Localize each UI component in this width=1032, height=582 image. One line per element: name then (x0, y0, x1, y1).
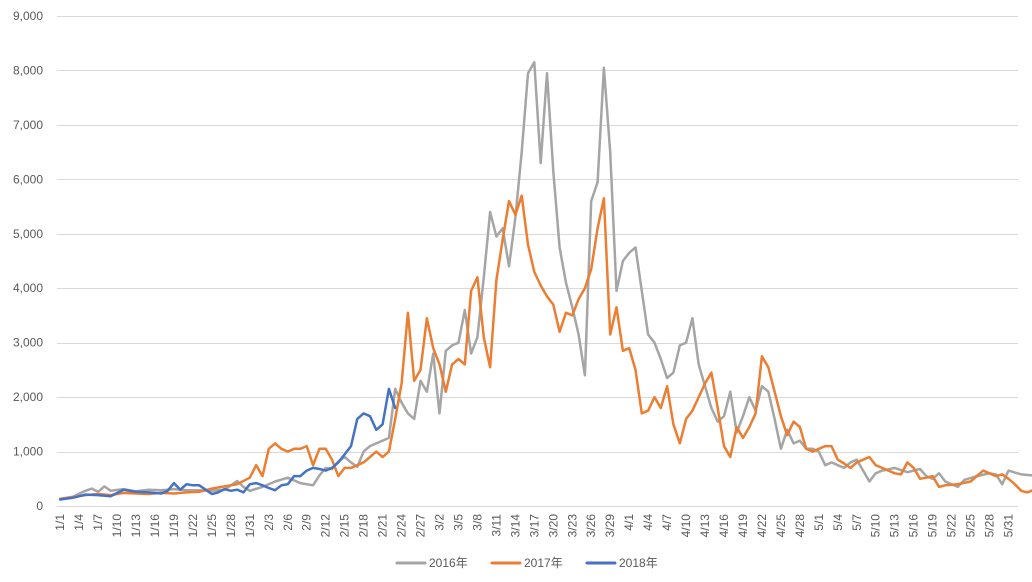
gridlines (57, 16, 1018, 453)
x-tick-label: 3/11 (489, 514, 503, 537)
x-tick-label: 1/7 (91, 514, 105, 531)
x-tick-label: 5/13 (888, 514, 902, 538)
x-tick-label: 3/2 (433, 514, 447, 531)
x-tick-label: 5/31 (1002, 514, 1016, 538)
x-tick-label: 4/4 (641, 514, 655, 531)
y-tick-label: 4,000 (13, 281, 43, 295)
x-tick-label: 2/21 (376, 514, 390, 538)
legend: 2016年 2017年 2018年 (395, 556, 658, 570)
x-tick-label: 2/15 (338, 514, 352, 538)
x-tick-label: 1/1 (53, 514, 67, 531)
series-lines (58, 61, 1032, 501)
x-tick-label: 1/13 (129, 514, 143, 538)
y-tick-label: 8,000 (13, 63, 43, 77)
y-axis-tick-labels: 0 1,000 2,000 3,000 4,000 5,000 6,000 7,000 8,00… (13, 9, 43, 513)
y-tick-label: 5,000 (13, 227, 43, 241)
x-tick-label: 1/25 (205, 514, 219, 538)
x-tick-label: 4/25 (774, 514, 788, 538)
x-tick-label: 3/5 (451, 514, 465, 531)
x-axis-tick-labels: 1/1 1/4 1/7 1/10 1/13 1/16 1/19 1/22 1/25 1/28 1/3… (53, 514, 1015, 538)
x-tick-label: 1/16 (148, 514, 162, 538)
x-tick-label: 4/10 (679, 514, 693, 538)
x-tick-label: 5/10 (869, 514, 883, 538)
x-tick-label: 3/20 (546, 514, 560, 538)
x-tick-label: 4/16 (717, 514, 731, 538)
x-tick-label: 2/12 (319, 514, 333, 538)
x-tick-label: 3/17 (527, 514, 541, 538)
y-tick-label: 0 (36, 499, 43, 513)
x-tick-label: 2/6 (281, 514, 295, 531)
x-tick-label: 2/24 (395, 514, 409, 538)
x-tick-label: 5/28 (983, 514, 997, 538)
y-tick-label: 1,000 (13, 445, 43, 459)
x-tick-label: 5/25 (964, 514, 978, 538)
x-tick-label: 4/22 (755, 514, 769, 538)
x-tick-label: 4/28 (793, 514, 807, 538)
y-tick-label: 3,000 (13, 336, 43, 350)
y-tick-label: 9,000 (13, 9, 43, 23)
x-tick-label: 3/26 (584, 514, 598, 538)
x-tick-label: 1/22 (186, 514, 200, 538)
x-tick-label: 1/31 (243, 514, 257, 538)
legend-entry: 2018年 (585, 556, 658, 570)
x-tick-label: 3/8 (470, 514, 484, 531)
x-tick-label: 1/28 (224, 514, 238, 538)
x-tick-label: 2/27 (414, 514, 428, 538)
x-tick-label: 3/23 (565, 514, 579, 538)
x-tick-label: 1/4 (72, 514, 86, 531)
x-tick-label: 5/19 (926, 514, 940, 538)
x-tick-label: 4/1 (622, 514, 636, 531)
x-tick-label: 5/16 (907, 514, 921, 538)
x-tick-label: 5/22 (945, 514, 959, 538)
x-tick-label: 4/19 (736, 514, 750, 538)
legend-entry: 2017年 (490, 556, 563, 570)
series-line-0 (58, 61, 1032, 501)
y-tick-label: 6,000 (13, 172, 43, 186)
x-tick-label: 5/1 (812, 514, 826, 531)
x-tick-label: 5/4 (831, 514, 845, 531)
legend-label: 2017年 (524, 556, 563, 570)
x-tick-label: 2/9 (300, 514, 314, 531)
x-tick-label: 5/7 (850, 514, 864, 531)
x-tick-label: 4/13 (698, 514, 712, 538)
x-tick-label: 3/14 (508, 514, 522, 538)
x-tick-label: 4/7 (660, 514, 674, 531)
x-tick-label: 2/3 (262, 514, 276, 531)
series-line-1 (58, 194, 1032, 501)
series-line-2 (58, 387, 397, 501)
legend-entry: 2016年 (395, 556, 468, 570)
x-tick-label: 2/18 (357, 514, 371, 538)
x-tick-label: 1/19 (167, 514, 181, 538)
legend-label: 2016年 (429, 556, 468, 570)
y-tick-label: 2,000 (13, 390, 43, 404)
legend-label: 2018年 (619, 556, 658, 570)
x-tick-label: 3/29 (603, 514, 617, 538)
x-tick-label: 1/10 (110, 514, 124, 538)
y-tick-label: 7,000 (13, 118, 43, 132)
